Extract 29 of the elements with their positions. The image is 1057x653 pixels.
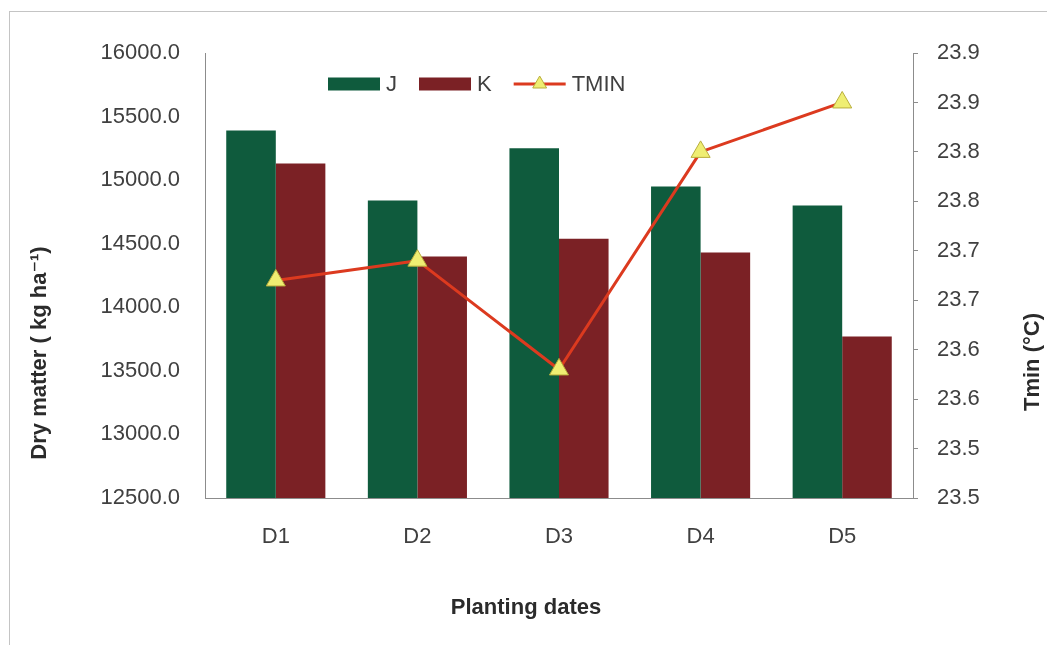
- y-tick-label: 15500.0: [100, 102, 180, 128]
- y-tick-label: 12500.0: [100, 484, 180, 510]
- legend-label: K: [477, 71, 492, 97]
- y2-tick-label: 23.8: [937, 137, 980, 163]
- legend-label: TMIN: [571, 71, 626, 97]
- x-axis-title: Planting dates: [450, 594, 602, 620]
- legend-label: J: [386, 71, 397, 97]
- x-tick-label: D4: [686, 523, 715, 549]
- y-axis-title: Dry matter ( kg ha⁻¹): [26, 246, 52, 460]
- x-tick-label: D2: [403, 523, 432, 549]
- x-tick-label: D3: [544, 523, 574, 549]
- y2-tick-label: 23.5: [937, 434, 980, 460]
- y2-axis-title: Tmin (°C): [1019, 312, 1045, 412]
- y2-tick-label: 23.7: [937, 236, 980, 262]
- y-tick-label: 13000.0: [100, 420, 180, 446]
- y-tick-label: 13500.0: [100, 356, 180, 382]
- y-tick-label: 14500.0: [100, 229, 180, 255]
- y2-tick-label: 23.8: [937, 187, 980, 213]
- y-tick-label: 16000.0: [100, 39, 180, 65]
- y2-tick-label: 23.9: [937, 39, 980, 65]
- y-tick-label: 14000.0: [100, 293, 180, 319]
- x-tick-label: D5: [828, 523, 857, 549]
- y2-tick-label: 23.6: [937, 335, 980, 361]
- y2-tick-label: 23.6: [937, 385, 980, 411]
- x-tick-label: D1: [261, 523, 290, 549]
- y2-tick-label: 23.7: [937, 286, 980, 312]
- y2-tick-label: 23.9: [937, 88, 980, 114]
- y2-tick-label: 23.5: [937, 484, 980, 510]
- y-tick-label: 15000.0: [100, 166, 180, 192]
